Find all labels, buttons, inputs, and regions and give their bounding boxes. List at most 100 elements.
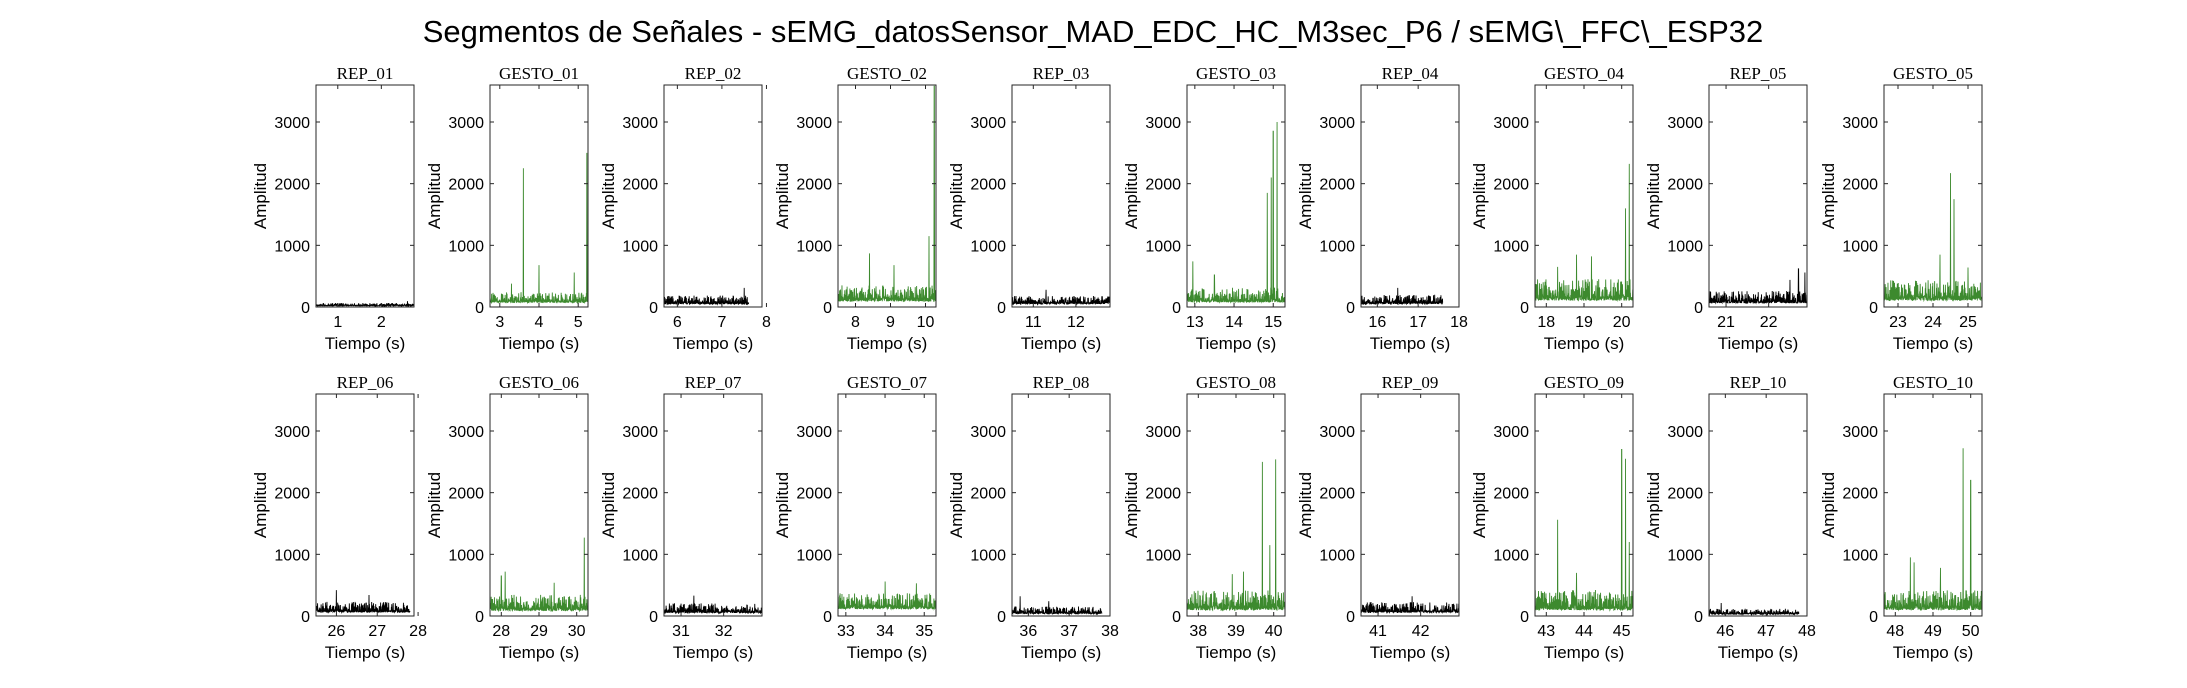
signal-trace [837,85,937,303]
subplot-gesto-04: 0 1000 2000 3000 18 19 20 GESTO_04 Tiempo (s) Amp… [1470,64,1634,353]
y-axis-label: Amplitud [947,472,966,538]
x-tick-label: 31 [672,623,690,640]
subplot-rep-08: 0 1000 2000 3000 36 37 38 REP_08 Tiempo (s) Ampli… [947,373,1119,662]
x-tick-label: 40 [1265,623,1283,640]
x-axis-label: Tiempo (s) [1370,334,1451,353]
x-tick-label: 30 [568,623,586,640]
subplot-title: GESTO_04 [1544,64,1624,83]
axes-box [1883,84,1983,308]
y-tick-label: 2000 [274,486,310,503]
axes-box [1360,84,1460,308]
x-tick-label: 25 [1959,314,1977,331]
subplot-title: REP_04 [1382,64,1439,83]
y-tick-label: 2000 [622,486,658,503]
y-tick-label: 2000 [274,177,310,194]
x-tick-label: 33 [837,623,855,640]
y-axis-label: Amplitud [773,472,792,538]
x-tick-label: 36 [1019,623,1037,640]
signal-trace [1011,289,1111,306]
axes-box [1534,84,1634,308]
subplot-rep-01: 0 1000 2000 3000 1 2 REP_01 Tiempo (s) Amplitud [251,64,415,353]
subplot-gesto-02: 0 1000 2000 3000 8 9 10 GESTO_02 Tiempo (s) Ampli… [773,64,937,353]
signal-trace [1186,459,1286,612]
axes-box [837,393,937,617]
y-tick-label: 3000 [448,424,484,441]
x-axis-label: Tiempo (s) [325,334,406,353]
x-axis-label: Tiempo (s) [847,643,928,662]
x-tick-label: 50 [1962,623,1980,640]
subplot-title: REP_01 [337,64,394,83]
y-tick-label: 2000 [1145,486,1181,503]
y-tick-label: 2000 [1319,486,1355,503]
y-axis-label: Amplitud [1296,472,1315,538]
y-tick-label: 1000 [1145,547,1181,564]
y-tick-label: 2000 [1145,177,1181,194]
y-tick-label: 0 [1172,609,1181,626]
signal-trace [1186,121,1286,304]
y-axis-label: Amplitud [1819,163,1838,229]
y-tick-label: 0 [1869,609,1878,626]
y-tick-label: 3000 [622,424,658,441]
y-axis-label: Amplitud [1644,472,1663,538]
y-axis-label: Amplitud [599,163,618,229]
y-axis-label: Amplitud [425,163,444,229]
x-axis-label: Tiempo (s) [1893,643,1974,662]
y-tick-label: 1000 [448,547,484,564]
x-axis-label: Tiempo (s) [499,643,580,662]
y-tick-label: 1000 [796,547,832,564]
x-tick-label: 15 [1264,314,1282,331]
x-tick-label: 28 [492,623,510,640]
y-tick-label: 0 [997,609,1006,626]
x-tick-label: 39 [1227,623,1245,640]
x-tick-label: 14 [1225,314,1243,331]
y-axis-label: Amplitud [1296,163,1315,229]
x-tick-label: 32 [715,623,733,640]
x-tick-label: 7 [717,314,726,331]
x-axis-label: Tiempo (s) [1544,643,1625,662]
y-tick-label: 2000 [448,177,484,194]
y-tick-label: 2000 [1493,177,1529,194]
y-tick-label: 0 [997,300,1006,317]
y-tick-label: 2000 [796,177,832,194]
y-tick-label: 2000 [970,486,1006,503]
signal-trace [1883,173,1983,303]
subplot-title: REP_09 [1382,373,1439,392]
axes-box [1883,393,1983,617]
y-tick-label: 1000 [1319,547,1355,564]
y-tick-label: 3000 [1493,424,1529,441]
y-axis-label: Amplitud [251,472,270,538]
y-tick-label: 1000 [1842,238,1878,255]
axes-box [315,84,415,308]
x-tick-label: 41 [1369,623,1387,640]
axes-box [1360,393,1460,617]
y-tick-label: 0 [1346,300,1355,317]
subplot-title: GESTO_08 [1196,373,1276,392]
y-tick-label: 1000 [1493,238,1529,255]
x-tick-label: 12 [1067,314,1085,331]
y-tick-label: 1000 [274,238,310,255]
x-tick-label: 4 [535,314,544,331]
x-tick-label: 17 [1409,314,1427,331]
subplot-title: REP_10 [1730,373,1787,392]
subplot-gesto-01: 0 1000 2000 3000 3 4 5 GESTO_01 Tiempo (s) Amplit… [425,64,589,353]
x-tick-label: 6 [673,314,682,331]
y-tick-label: 0 [649,300,658,317]
signal-trace [837,581,937,611]
signal-trace [1534,163,1634,302]
signal-trace [663,595,763,615]
x-tick-label: 49 [1924,623,1942,640]
subplot-title: GESTO_10 [1893,373,1973,392]
x-tick-label: 18 [1537,314,1555,331]
y-tick-label: 0 [823,609,832,626]
x-tick-label: 34 [876,623,894,640]
subplot-rep-04: 0 1000 2000 3000 16 17 18 REP_04 Tiempo (s) Ampli… [1296,64,1468,353]
x-axis-label: Tiempo (s) [847,334,928,353]
x-tick-label: 48 [1886,623,1904,640]
y-tick-label: 1000 [274,547,310,564]
y-tick-label: 0 [1520,300,1529,317]
y-tick-label: 3000 [1842,424,1878,441]
y-tick-label: 0 [301,609,310,626]
y-axis-label: Amplitud [251,163,270,229]
axes-box [1534,393,1634,617]
